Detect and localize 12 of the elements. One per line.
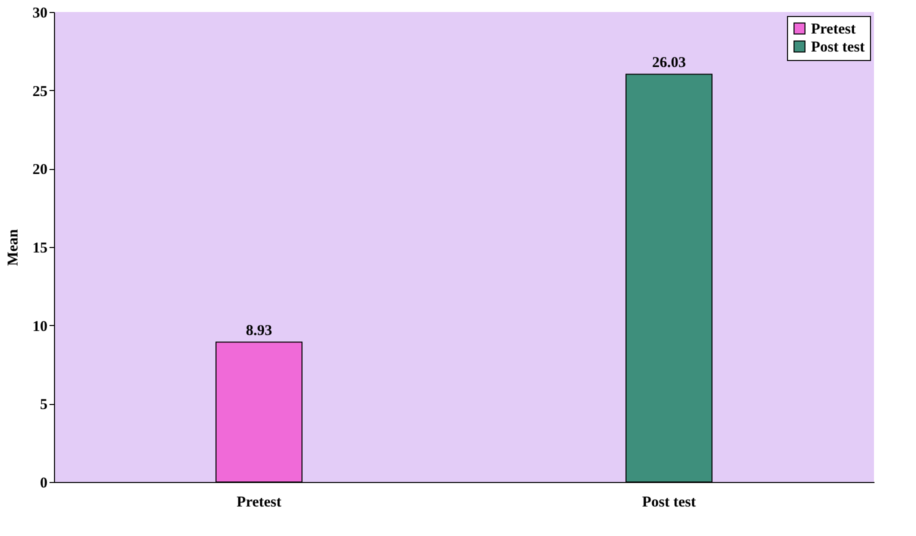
y-axis-title: Mean <box>6 228 22 266</box>
y-tick-label: 30 <box>32 6 48 22</box>
y-tick-label: 25 <box>32 84 48 100</box>
data-label: 8.93 <box>246 323 272 340</box>
y-tick-label: 20 <box>32 162 48 178</box>
data-label: 26.03 <box>652 55 686 72</box>
y-tick-label: 10 <box>32 318 48 335</box>
y-tick-label: 5 <box>40 397 48 414</box>
legend-label: Pretest <box>811 22 856 38</box>
legend-label: Post test <box>811 40 865 56</box>
y-tick-label: 15 <box>32 240 48 256</box>
y-tick-label: 0 <box>40 476 48 492</box>
